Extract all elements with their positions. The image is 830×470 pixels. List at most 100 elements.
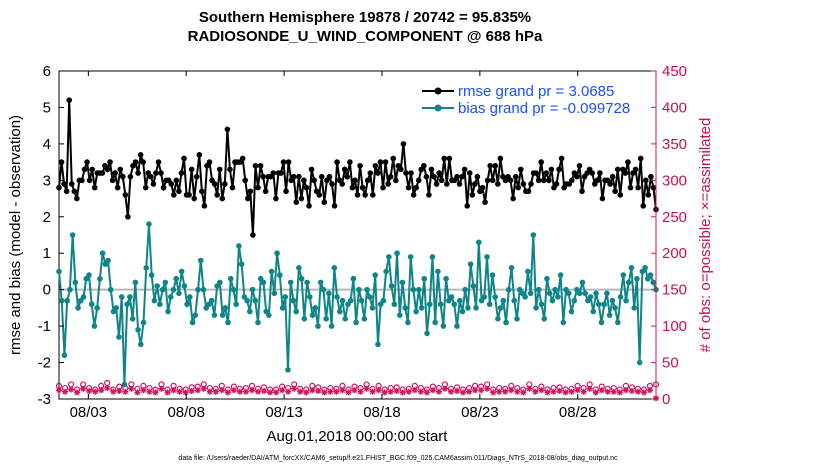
x-tick-label: 08/13 — [265, 404, 303, 421]
bias-point — [195, 286, 201, 293]
rmse-point — [61, 181, 67, 187]
rmse-point — [625, 159, 631, 165]
plot-area — [58, 70, 657, 400]
assimilated-obs-marker — [598, 387, 605, 394]
bias-point — [465, 305, 471, 311]
rmse-point — [132, 159, 139, 165]
bias-point — [187, 294, 193, 300]
rmse-point — [408, 170, 414, 176]
rmse-point — [461, 166, 468, 173]
bias-point — [595, 301, 602, 308]
assimilated-obs-marker — [86, 387, 93, 394]
bias-point — [244, 297, 250, 304]
rmse-point — [63, 188, 70, 195]
bias-point — [69, 232, 76, 238]
rmse-point — [645, 192, 652, 198]
bias-point — [298, 275, 305, 282]
assimilated-obs-marker — [580, 388, 587, 395]
bias-point — [500, 297, 507, 304]
rmse-point — [344, 173, 351, 180]
rmse-point — [329, 181, 335, 187]
bias-point — [514, 316, 520, 322]
rmse-point — [507, 177, 514, 184]
bias-point — [399, 279, 406, 286]
bias-point — [347, 297, 354, 304]
bias-point — [416, 286, 422, 293]
bias-point — [492, 294, 498, 300]
assimilated-obs-marker — [417, 388, 424, 395]
rmse-point — [632, 166, 639, 173]
bias-point — [503, 319, 509, 326]
rmse-point — [278, 170, 284, 176]
bias-point — [192, 312, 199, 318]
rmse-point — [410, 192, 417, 198]
rmse-point — [273, 195, 279, 202]
bias-point — [636, 359, 643, 366]
bias-point — [642, 265, 648, 271]
bias-point — [304, 279, 310, 286]
rmse-point — [650, 184, 657, 191]
rmse-point — [436, 170, 442, 176]
assimilated-obs-marker — [128, 385, 135, 392]
bias-point — [116, 334, 122, 340]
assimilated-obs-marker — [116, 387, 123, 394]
rmse-point — [91, 184, 98, 191]
rmse-point — [99, 170, 106, 176]
legend-rmse-label: rmse grand pr = 3.0685 — [458, 83, 614, 100]
bias-point — [473, 305, 479, 311]
rmse-point — [576, 162, 583, 169]
rmse-point — [558, 155, 565, 162]
bias-point — [200, 286, 207, 293]
rmse-point — [201, 203, 208, 209]
assimilated-obs-marker — [248, 387, 255, 394]
bias-point — [364, 286, 370, 293]
rmse-point — [66, 97, 73, 103]
rmse-point — [150, 181, 157, 187]
assimilated-obs-marker — [152, 389, 159, 396]
bias-point — [388, 283, 395, 289]
rmse-point — [219, 195, 226, 202]
y-tick-label: -3 — [38, 391, 51, 408]
x-tick-label: 08/03 — [70, 404, 108, 421]
bias-point — [266, 312, 272, 318]
right-y-tick-label: 0 — [662, 391, 670, 408]
rmse-point — [89, 166, 95, 173]
rmse-point — [510, 195, 516, 202]
bias-point — [233, 301, 239, 308]
rmse-series — [56, 97, 659, 238]
x-tick-label: 08/23 — [461, 404, 499, 421]
bias-point — [576, 290, 583, 297]
bias-point — [290, 297, 297, 304]
assimilated-obs-marker — [628, 387, 635, 394]
y-tick-label: 6 — [43, 63, 51, 80]
right-y-tick-label: 400 — [662, 99, 687, 116]
rmse-point — [415, 177, 422, 184]
bias-point — [247, 308, 253, 315]
bias-point — [105, 257, 111, 264]
bias-point — [601, 301, 608, 308]
bias-point — [197, 257, 204, 264]
rmse-point — [375, 170, 381, 176]
bias-point — [394, 250, 400, 257]
rmse-point — [423, 173, 430, 180]
bias-point — [571, 297, 578, 304]
bias-point — [219, 312, 226, 318]
y-tick-label: -2 — [38, 355, 51, 372]
rmse-point — [311, 177, 317, 184]
bias-point — [380, 297, 387, 304]
assimilated-obs-marker — [393, 387, 400, 394]
data-file-footnote: data file: /Users/raeder/DAI/ATM_forcXX/… — [178, 455, 618, 462]
assimilated-obs-marker — [460, 389, 467, 396]
assimilated-obs-marker — [345, 389, 352, 396]
assimilated-obs-marker — [273, 389, 280, 396]
rmse-point — [74, 195, 80, 202]
bias-point — [140, 319, 147, 326]
assimilated-obs-marker — [544, 389, 551, 396]
assimilated-obs-marker — [200, 385, 207, 392]
rmse-point — [349, 184, 356, 191]
rmse-point — [520, 181, 527, 187]
assimilated-obs-marker — [514, 388, 521, 395]
bias-point — [137, 341, 144, 348]
bias-point — [565, 290, 572, 297]
rmse-point — [405, 184, 412, 191]
